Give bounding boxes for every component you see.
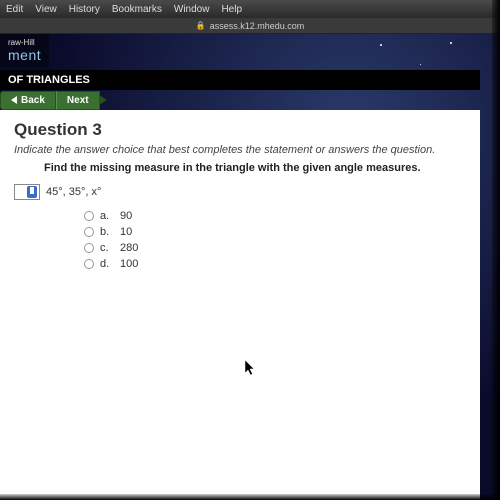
chevron-left-icon <box>11 96 17 104</box>
choice-d[interactable]: d. 100 <box>84 258 466 270</box>
flag-icon <box>27 186 37 198</box>
menu-help[interactable]: Help <box>221 4 242 15</box>
screen-bezel-right <box>492 0 500 500</box>
radio-b[interactable] <box>84 227 94 237</box>
radio-a[interactable] <box>84 211 94 221</box>
menu-bookmarks[interactable]: Bookmarks <box>112 4 162 15</box>
menu-history[interactable]: History <box>69 4 100 15</box>
menu-view[interactable]: View <box>35 4 57 15</box>
brand-line1: raw-Hill <box>8 38 41 47</box>
screen-bezel-bottom <box>0 494 500 500</box>
back-label: Back <box>21 95 45 106</box>
next-button[interactable]: Next <box>56 91 100 110</box>
given-angles: 45°, 35°, x° <box>46 186 101 198</box>
browser-urlbar[interactable]: 🔒 assess.k12.mhedu.com <box>0 18 500 34</box>
url-text: assess.k12.mhedu.com <box>210 21 305 31</box>
brand-logo: raw-Hill ment <box>0 34 49 67</box>
flag-question-button[interactable] <box>14 184 40 200</box>
radio-c[interactable] <box>84 243 94 253</box>
given-row: 45°, 35°, x° <box>14 184 466 200</box>
section-title: OF TRIANGLES <box>8 74 90 86</box>
brand-line2: ment <box>8 47 41 63</box>
radio-d[interactable] <box>84 259 94 269</box>
mouse-cursor-icon <box>245 360 257 378</box>
choice-d-letter: d. <box>100 258 114 270</box>
menu-window[interactable]: Window <box>174 4 210 15</box>
choice-a[interactable]: a. 90 <box>84 210 466 222</box>
answer-choices: a. 90 b. 10 c. 280 d. 100 <box>84 210 466 270</box>
choice-b[interactable]: b. 10 <box>84 226 466 238</box>
choice-a-letter: a. <box>100 210 114 222</box>
choice-a-text: 90 <box>120 210 132 222</box>
question-panel: Question 3 Indicate the answer choice th… <box>0 110 480 500</box>
section-title-bar: OF TRIANGLES <box>0 70 480 90</box>
question-instruction: Indicate the answer choice that best com… <box>14 144 466 156</box>
mac-menubar: Edit View History Bookmarks Window Help <box>0 0 500 18</box>
choice-c-letter: c. <box>100 242 114 254</box>
back-button[interactable]: Back <box>0 91 56 110</box>
menu-edit[interactable]: Edit <box>6 4 23 15</box>
choice-b-text: 10 <box>120 226 132 238</box>
question-prompt: Find the missing measure in the triangle… <box>44 162 466 174</box>
question-title: Question 3 <box>14 120 466 140</box>
choice-d-text: 100 <box>120 258 138 270</box>
choice-b-letter: b. <box>100 226 114 238</box>
lock-icon: 🔒 <box>196 21 206 30</box>
choice-c[interactable]: c. 280 <box>84 242 466 254</box>
question-nav: Back Next <box>0 90 107 110</box>
choice-c-text: 280 <box>120 242 138 254</box>
chevron-right-icon <box>99 95 107 105</box>
next-label: Next <box>67 95 89 106</box>
